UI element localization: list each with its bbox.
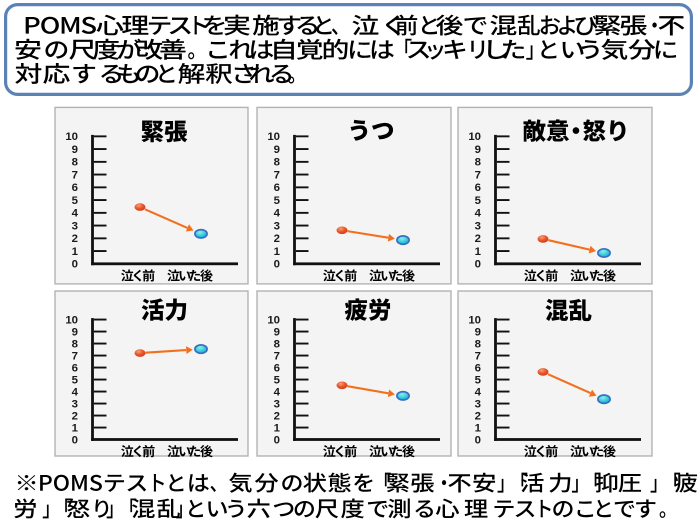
svg-text:10: 10 bbox=[267, 131, 280, 143]
svg-text:8: 8 bbox=[475, 338, 481, 350]
svg-text:7: 7 bbox=[274, 170, 280, 182]
svg-text:5: 5 bbox=[475, 195, 482, 207]
svg-text:9: 9 bbox=[274, 144, 280, 156]
svg-text:2: 2 bbox=[274, 410, 280, 422]
svg-text:6: 6 bbox=[274, 362, 280, 374]
svg-text:7: 7 bbox=[475, 350, 481, 362]
svg-text:8: 8 bbox=[274, 338, 280, 350]
svg-text:6: 6 bbox=[72, 362, 78, 374]
svg-text:7: 7 bbox=[72, 170, 78, 182]
svg-text:7: 7 bbox=[274, 350, 280, 362]
svg-text:9: 9 bbox=[274, 326, 280, 338]
svg-text:10: 10 bbox=[65, 314, 78, 326]
svg-text:8: 8 bbox=[72, 157, 78, 169]
svg-text:9: 9 bbox=[475, 326, 481, 338]
svg-text:2: 2 bbox=[475, 410, 481, 422]
svg-text:0: 0 bbox=[475, 259, 481, 271]
svg-text:7: 7 bbox=[475, 170, 481, 182]
svg-text:1: 1 bbox=[72, 422, 79, 434]
svg-text:6: 6 bbox=[475, 182, 481, 194]
svg-text:5: 5 bbox=[274, 195, 281, 207]
svg-text:3: 3 bbox=[475, 221, 481, 233]
svg-text:3: 3 bbox=[274, 221, 280, 233]
svg-text:10: 10 bbox=[468, 131, 481, 143]
svg-text:4: 4 bbox=[475, 208, 482, 220]
svg-text:5: 5 bbox=[274, 374, 281, 386]
svg-text:4: 4 bbox=[72, 386, 79, 398]
svg-text:8: 8 bbox=[274, 157, 280, 169]
svg-text:3: 3 bbox=[72, 398, 78, 410]
svg-text:3: 3 bbox=[475, 398, 481, 410]
svg-text:3: 3 bbox=[274, 398, 280, 410]
svg-text:0: 0 bbox=[274, 434, 280, 446]
svg-text:1: 1 bbox=[72, 246, 79, 258]
svg-text:2: 2 bbox=[72, 410, 78, 422]
svg-text:9: 9 bbox=[72, 326, 78, 338]
svg-text:7: 7 bbox=[72, 350, 78, 362]
svg-text:6: 6 bbox=[72, 182, 78, 194]
svg-text:0: 0 bbox=[475, 434, 481, 446]
svg-text:1: 1 bbox=[274, 422, 281, 434]
svg-text:9: 9 bbox=[72, 144, 78, 156]
svg-text:5: 5 bbox=[72, 374, 79, 386]
svg-text:5: 5 bbox=[475, 374, 482, 386]
svg-text:1: 1 bbox=[274, 246, 281, 258]
svg-text:5: 5 bbox=[72, 195, 79, 207]
svg-text:6: 6 bbox=[274, 182, 280, 194]
svg-text:8: 8 bbox=[72, 338, 78, 350]
svg-text:1: 1 bbox=[475, 246, 482, 258]
svg-text:0: 0 bbox=[72, 434, 78, 446]
svg-text:8: 8 bbox=[475, 157, 481, 169]
svg-text:10: 10 bbox=[267, 314, 280, 326]
svg-text:4: 4 bbox=[274, 386, 281, 398]
svg-text:4: 4 bbox=[274, 208, 281, 220]
svg-text:0: 0 bbox=[274, 259, 280, 271]
svg-text:10: 10 bbox=[468, 314, 481, 326]
svg-text:9: 9 bbox=[475, 144, 481, 156]
svg-text:3: 3 bbox=[72, 221, 78, 233]
svg-text:0: 0 bbox=[72, 259, 78, 271]
svg-text:4: 4 bbox=[72, 208, 79, 220]
svg-text:10: 10 bbox=[65, 131, 78, 143]
svg-text:6: 6 bbox=[475, 362, 481, 374]
svg-text:2: 2 bbox=[72, 233, 78, 245]
svg-text:4: 4 bbox=[475, 386, 482, 398]
svg-text:2: 2 bbox=[274, 233, 280, 245]
svg-text:2: 2 bbox=[475, 233, 481, 245]
svg-text:1: 1 bbox=[475, 422, 482, 434]
